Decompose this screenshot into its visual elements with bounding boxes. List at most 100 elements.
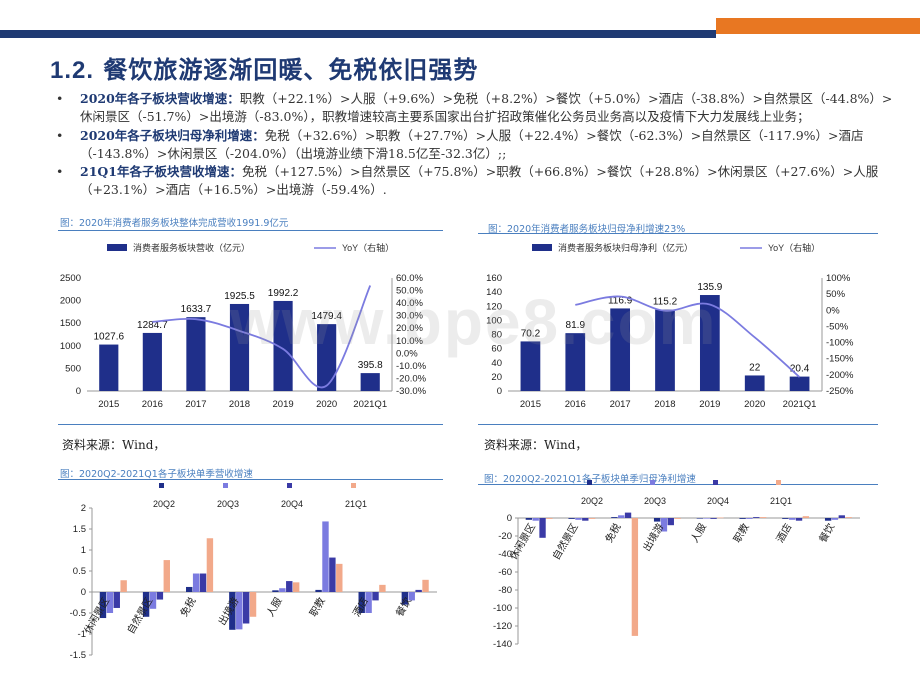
legend-bar-label: 消费者服务板块营收（亿元） <box>133 242 250 253</box>
bar <box>831 518 839 520</box>
data-label: 1925.5 <box>224 291 255 302</box>
y-tick-label: 120 <box>486 301 502 312</box>
y-tick-label: 0 <box>81 587 86 598</box>
bar <box>329 557 336 592</box>
y-tick-label: 20 <box>491 372 502 383</box>
bar <box>186 586 193 592</box>
y2-tick-label: 30.0% <box>396 311 423 322</box>
x-tick-label: 人服 <box>689 522 709 545</box>
bar <box>710 518 717 519</box>
bar <box>653 518 661 522</box>
bar <box>782 518 789 519</box>
x-tick-label: 2018 <box>229 399 250 410</box>
bar <box>824 518 832 521</box>
y-tick-label: 140 <box>486 287 502 298</box>
legend-label: 20Q3 <box>217 499 239 509</box>
chart4-caption: 图：2020Q2-2021Q1各子板块单季归母净利增速 <box>484 474 696 485</box>
x-tick-label: 2016 <box>142 399 163 410</box>
bar <box>588 518 596 519</box>
y-tick-label: -40 <box>498 549 512 560</box>
y2-tick-label: 100% <box>826 273 851 284</box>
bar <box>739 518 746 519</box>
x-tick-label: 2016 <box>565 399 586 410</box>
page-title: 1.2. 餐饮旅游逐渐回暖、免税依旧强势 <box>50 50 478 85</box>
x-tick-label: 2015 <box>520 399 541 410</box>
legend-label: 20Q4 <box>281 499 303 509</box>
data-label: 22 <box>749 362 761 373</box>
y-tick-label: 1000 <box>60 341 81 352</box>
x-tick-label: 2020 <box>316 399 337 410</box>
bar <box>142 592 150 617</box>
title-text: 餐饮旅游逐渐回暖、免税依旧强势 <box>103 55 479 84</box>
bar <box>525 518 533 520</box>
bar <box>273 300 293 391</box>
bar <box>113 592 120 608</box>
chart2-source: 资料来源：Wind， <box>484 438 588 452</box>
legend-swatch <box>776 480 781 485</box>
bullet-head: 2020年各子板块营收增速： <box>80 91 240 106</box>
bar <box>655 309 675 391</box>
bar <box>845 517 852 518</box>
data-label: 135.9 <box>697 282 722 293</box>
chart1-rule <box>58 230 443 231</box>
y2-tick-label: 10.0% <box>396 336 423 347</box>
bullet-revenue-21q1: • 21Q1年各子板块营收增速：免税（+127.5%）>自然景区（+75.8%）… <box>56 163 896 200</box>
bar <box>582 518 589 521</box>
y-tick-label: 0 <box>507 513 512 524</box>
bar <box>624 512 632 518</box>
bar <box>674 518 681 519</box>
bar <box>242 592 250 624</box>
x-tick-label: 人服 <box>264 596 284 619</box>
bar <box>99 344 119 391</box>
legend-swatch <box>713 480 718 485</box>
y-tick-label: 500 <box>65 363 81 374</box>
bar <box>618 515 625 518</box>
bar <box>142 332 162 391</box>
x-tick-label: 2021Q1 <box>353 399 387 410</box>
bar <box>789 376 810 391</box>
bar <box>401 592 409 605</box>
bar <box>186 317 206 391</box>
chart4-rule <box>478 484 878 485</box>
bullet-text: 免税（+127.5%）>自然景区（+75.8%）>职教（+66.8%）>餐饮（+… <box>80 164 879 198</box>
bullet-dot: • <box>56 127 64 143</box>
x-tick-label: 职教 <box>307 595 328 619</box>
bar <box>660 518 668 532</box>
data-label: 1633.7 <box>181 304 212 315</box>
bar <box>532 518 539 521</box>
bar <box>229 303 250 391</box>
y2-tick-label: -250% <box>826 386 854 397</box>
y-tick-label: 0.5 <box>73 566 86 577</box>
bar <box>229 592 236 630</box>
data-label: 81.9 <box>566 320 586 331</box>
bullet-profit-2020: • 2020年各子板块归母净利增速：免税（+32.6%）>职教（+27.7%）>… <box>56 127 896 164</box>
x-tick-label: 2017 <box>610 399 631 410</box>
bar <box>279 588 286 592</box>
header-navy-bar <box>0 30 716 38</box>
bar <box>667 518 674 526</box>
bullet-head: 2020年各子板块归母净利增速： <box>80 127 265 143</box>
y-tick-label: -1.5 <box>70 650 86 661</box>
x-tick-label: 自然景区 <box>124 595 155 636</box>
bar <box>236 592 243 630</box>
legend-label: 21Q1 <box>770 496 792 506</box>
bullet-revenue-2020: • 2020年各子板块营收增速：职教（+22.1%）>人服（+9.6%）>免税（… <box>56 90 896 127</box>
y-tick-label: -1 <box>78 629 86 640</box>
legend-swatch <box>650 480 655 485</box>
bar <box>99 592 107 619</box>
y2-tick-label: 60.0% <box>396 273 423 284</box>
x-tick-label: 2020 <box>744 399 765 410</box>
data-label: 1027.6 <box>93 332 124 343</box>
y-tick-label: 40 <box>491 358 502 369</box>
y2-tick-label: -20.0% <box>396 373 427 384</box>
bar <box>759 517 767 518</box>
bar <box>568 518 575 519</box>
y-tick-label: 100 <box>486 315 502 326</box>
y2-tick-label: -30.0% <box>396 386 427 397</box>
header-orange-bar <box>716 18 920 34</box>
bar <box>317 324 337 391</box>
y-tick-label: -120 <box>493 621 512 632</box>
x-tick-label: 2015 <box>98 399 119 410</box>
chart2-bottom-rule <box>478 424 878 425</box>
y-tick-label: 160 <box>486 273 502 284</box>
